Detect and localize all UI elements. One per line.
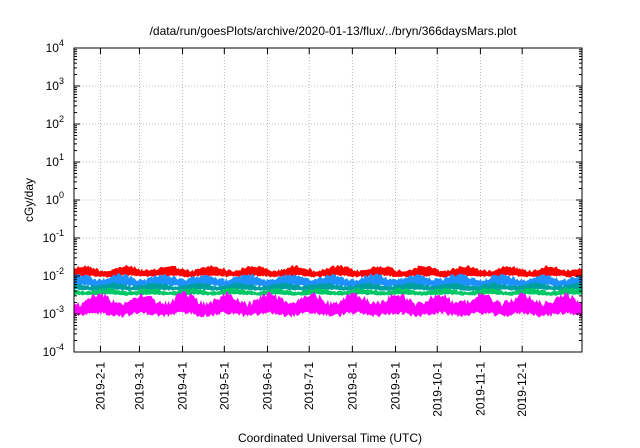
x-tick-label: 2019-11-1 xyxy=(473,362,487,416)
x-tick-label: 2019-5-1 xyxy=(217,362,231,410)
y-tick-label: 104 xyxy=(46,38,64,55)
y-tick-label: 100 xyxy=(46,190,64,207)
x-tick-label: 2019-3-1 xyxy=(132,362,146,410)
series-band-2 xyxy=(74,281,582,292)
x-tick-label: 2019-12-1 xyxy=(515,362,529,417)
y-tick-label: 101 xyxy=(46,152,64,169)
y-tick-label: 10-1 xyxy=(43,228,64,245)
x-tick-label: 2019-4-1 xyxy=(176,362,190,410)
x-tick-label: 2019-2-1 xyxy=(93,362,107,410)
y-axis-label: cGy/day xyxy=(22,178,36,222)
x-tick-label: 2019-10-1 xyxy=(430,362,444,417)
y-tick-label: 10-4 xyxy=(43,342,64,359)
series-band-4 xyxy=(74,291,582,318)
y-axis: 10-4 10-3 10-2 10-1 100 101 102 103 104 xyxy=(43,38,582,359)
x-tick-label: 2019-6-1 xyxy=(260,362,274,410)
x-tick-label: 2019-8-1 xyxy=(345,362,359,410)
chart-title: /data/run/goesPlots/archive/2020-01-13/f… xyxy=(150,24,518,38)
x-axis-label: Coordinated Universal Time (UTC) xyxy=(238,431,422,445)
y-tick-label: 103 xyxy=(46,76,64,93)
x-axis: 2019-2-1 2019-3-1 2019-4-1 2019-5-1 2019-6-1… xyxy=(93,48,529,417)
series-band-0 xyxy=(74,264,582,278)
x-tick-label: 2019-9-1 xyxy=(389,362,403,410)
y-tick-label: 102 xyxy=(46,114,64,131)
y-tick-label: 10-3 xyxy=(43,304,64,321)
y-tick-label: 10-2 xyxy=(43,266,64,283)
series-band-3 xyxy=(74,287,582,296)
x-tick-label: 2019-7-1 xyxy=(302,362,316,410)
series-layer xyxy=(74,264,582,318)
